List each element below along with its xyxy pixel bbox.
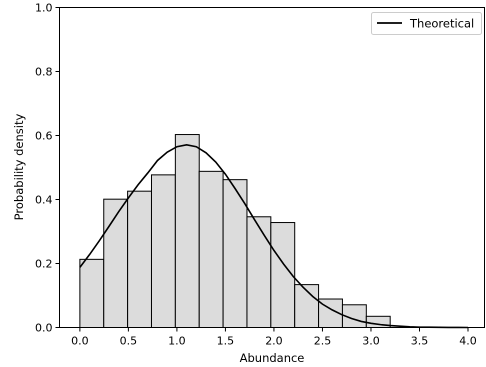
legend: Theoretical: [371, 12, 482, 35]
plot-frame: [59, 7, 485, 328]
x-tick-label: 2.5: [314, 335, 332, 348]
x-tick-label: 2.0: [265, 335, 283, 348]
series-line-theoretical: [79, 143, 469, 329]
histogram-bar: [198, 170, 224, 328]
x-tick-label: 3.5: [411, 335, 429, 348]
y-tick-label: 0.8: [35, 66, 53, 79]
x-tick-label: 1.5: [217, 335, 235, 348]
legend-label-theoretical: Theoretical: [409, 17, 474, 31]
y-tick-label: 0.6: [35, 130, 53, 143]
y-tick-label: 1.0: [35, 2, 53, 15]
histogram-bar: [103, 198, 129, 328]
histogram-bar: [150, 174, 176, 328]
y-tick-label: 0.0: [35, 322, 53, 335]
histogram-bar: [127, 190, 152, 328]
y-axis-title: Probability density: [12, 114, 26, 221]
y-tick-label: 0.4: [35, 194, 53, 207]
legend-box: [371, 12, 482, 35]
histogram-bar: [174, 134, 200, 328]
histogram-bar: [246, 216, 272, 328]
x-tick-label: 1.0: [168, 335, 186, 348]
x-tick-label: 0.0: [71, 335, 89, 348]
x-tick-label: 0.5: [120, 335, 138, 348]
y-tick-label: 0.2: [35, 258, 53, 271]
histogram-bars: [79, 134, 391, 328]
x-tick-label: 3.0: [362, 335, 380, 348]
y-axis-ticks: 0.0 0.2 0.4 0.6 0.8 1.0: [35, 2, 60, 335]
x-axis-ticks: 0.0 0.5 1.0 1.5 2.0 2.5 3.0 3.5 4.0: [71, 327, 477, 348]
histogram-bar: [79, 258, 105, 328]
x-axis-title: Abundance: [240, 351, 305, 365]
x-tick-label: 4.0: [459, 335, 477, 348]
